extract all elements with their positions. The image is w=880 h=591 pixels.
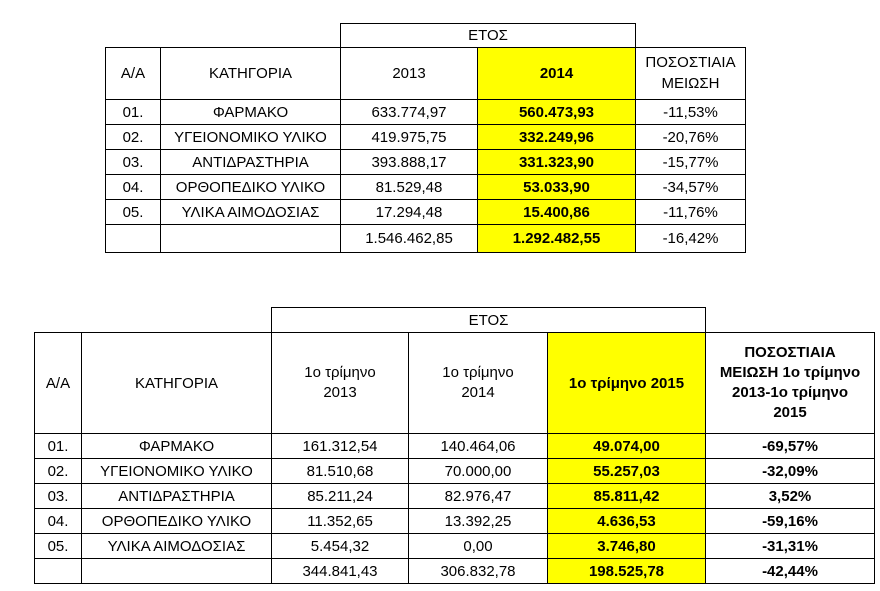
table-row: 04. ΟΡΘΟΠΕΔΙΚΟ ΥΛΙΚΟ 11.352,65 13.392,25… [34,508,875,534]
totals-row: 1.546.462,85 1.292.482,55 -16,42% [105,224,746,253]
table-row: 04. ΟΡΘΟΠΕΔΙΚΟ ΥΛΙΚΟ 81.529,48 53.033,90… [105,174,746,200]
table-row: 02. ΥΓΕΙΟΝΟΜΙΚΟ ΥΛΙΚΟ 419.975,75 332.249… [105,124,746,150]
header-q1-2014: 1ο τρίμηνο 2014 [408,332,548,434]
table-row: 01. ΦΑΡΜΑΚΟ 633.774,97 560.473,93 -11,53… [105,99,746,125]
header-aa: Α/Α [105,47,161,100]
header-q1-2015: 1ο τρίμηνο 2015 [547,332,706,434]
header-q1-2013: 1ο τρίμηνο 2013 [271,332,409,434]
table-row: 01. ΦΑΡΜΑΚΟ 161.312,54 140.464,06 49.074… [34,433,875,459]
table-row: 03. ΑΝΤΙΔΡΑΣΤΗΡΙΑ 393.888,17 331.323,90 … [105,149,746,175]
expense-table-quarterly: ΕΤΟΣ Α/Α ΚΑΤΗΓΟΡΙΑ 1ο τρίμηνο 2013 1ο τρ… [34,307,875,584]
year-header: ΕΤΟΣ [271,307,706,333]
header-category: ΚΑΤΗΓΟΡΙΑ [81,332,272,434]
header-2013: 2013 [340,47,478,100]
table-row: 02. ΥΓΕΙΟΝΟΜΙΚΟ ΥΛΙΚΟ 81.510,68 70.000,0… [34,458,875,484]
header-2014: 2014 [477,47,636,100]
totals-row: 344.841,43 306.832,78 198.525,78 -42,44% [34,558,875,584]
header-aa: Α/Α [34,332,82,434]
year-header: ΕΤΟΣ [340,23,636,48]
header-percent-reduction: ΠΟΣΟΣΤΙΑΙΑ ΜΕΙΩΣΗ [635,47,746,100]
header-category: ΚΑΤΗΓΟΡΙΑ [160,47,341,100]
expense-table-yearly: ΕΤΟΣ Α/Α ΚΑΤΗΓΟΡΙΑ 2013 2014 ΠΟΣΟΣΤΙΑΙΑ … [105,23,746,253]
table-row: 05. ΥΛΙΚΑ ΑΙΜΟΔΟΣΙΑΣ 5.454,32 0,00 3.746… [34,533,875,559]
table-row: 03. ΑΝΤΙΔΡΑΣΤΗΡΙΑ 85.211,24 82.976,47 85… [34,483,875,509]
table-row: 05. ΥΛΙΚΑ ΑΙΜΟΔΟΣΙΑΣ 17.294,48 15.400,86… [105,199,746,225]
header-percent-reduction: ΠΟΣΟΣΤΙΑΙΑ ΜΕΙΩΣΗ 1ο τρίμηνο 2013-1ο τρί… [705,332,875,434]
